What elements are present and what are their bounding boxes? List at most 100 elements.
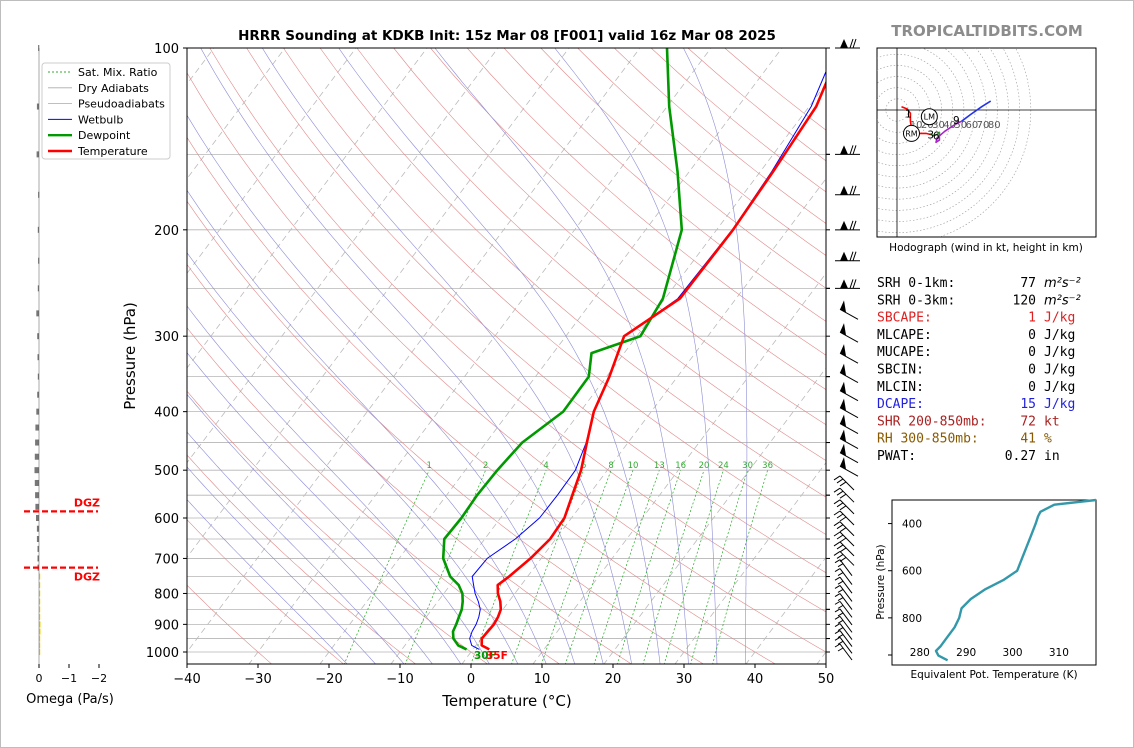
barb-feather	[836, 534, 844, 540]
omega-bar	[39, 598, 41, 605]
barb-staff	[839, 521, 855, 537]
wind-barb	[839, 443, 859, 464]
barb-feather	[837, 604, 844, 609]
mixing-ratio-line	[470, 470, 547, 664]
wind-barb	[839, 363, 859, 384]
dewpoint-line	[441, 48, 684, 651]
barb-flag	[840, 185, 848, 195]
barb-feather	[852, 145, 857, 155]
isotherm	[187, 48, 428, 369]
theta-e-panel: 280 290 300 310 400 600 800	[888, 498, 1097, 662]
barb-flag	[840, 251, 848, 261]
omega-bar	[37, 285, 39, 292]
theta-e-tick-label: 310	[1049, 647, 1069, 659]
wind-barb	[839, 323, 859, 343]
omega-panel: 0 −1 −2 DGZ DGZ	[24, 45, 107, 685]
pseudoadiabat	[187, 352, 462, 664]
dry-adiabat	[503, 48, 826, 322]
hodo-height-label: 9	[953, 115, 960, 127]
barb-feather	[839, 527, 847, 533]
storm-motion-marker	[920, 108, 938, 126]
hodograph-labels: 102030405060708012369RMLM	[902, 108, 1001, 143]
legend-entry: Dry Adiabats	[78, 82, 149, 95]
barb-staff	[839, 559, 853, 576]
barb-feather	[837, 589, 844, 593]
theta-e-y-tick-label: 600	[902, 566, 922, 578]
mixing-ratio-label: 8	[608, 461, 613, 471]
barb-feather	[837, 627, 844, 631]
index-label: MUCAPE:	[877, 345, 932, 360]
y-tick-label: 500	[154, 464, 179, 479]
index-value: 0	[1028, 345, 1036, 360]
barb-feather	[852, 251, 857, 261]
mixing-ratio-line	[564, 470, 634, 664]
wind-barb	[835, 220, 860, 231]
barb-flag	[840, 279, 848, 289]
dry-adiabat	[187, 454, 417, 664]
isotherm	[532, 272, 826, 664]
wind-barb	[834, 636, 853, 654]
hodo-ring-label: 10	[910, 120, 923, 131]
dry-adiabat	[466, 48, 826, 356]
pseudoadiabat	[683, 48, 748, 664]
index-label: PWAT:	[877, 449, 916, 464]
barb-flag	[840, 344, 846, 357]
pseudoadiabat	[187, 431, 405, 664]
wind-barb	[834, 643, 853, 661]
storm-motion-label: LM	[924, 113, 935, 122]
barb-feather	[839, 505, 847, 511]
barb-feather	[834, 636, 841, 641]
index-label: SRH 0-1km:	[877, 276, 955, 291]
omega-bar	[35, 503, 39, 510]
omega-bar	[35, 439, 39, 446]
x-tick-label: 40	[747, 672, 764, 687]
theta-e-y-tick-label: 800	[902, 613, 922, 625]
wind-barb	[833, 541, 855, 557]
wind-barb	[839, 429, 859, 449]
barb-feather	[833, 475, 841, 481]
dry-adiabat	[187, 519, 345, 664]
wind-barb	[834, 576, 853, 594]
mixing-ratio-line	[690, 470, 748, 664]
x-tick-label: 50	[818, 672, 835, 687]
hodo-ring-label: 40	[943, 120, 956, 131]
omega-bar	[39, 606, 41, 613]
index-label: SRH 0-3km:	[877, 293, 955, 308]
y-tick-label: 800	[154, 587, 179, 602]
omega-bar	[39, 628, 41, 635]
omega-bar	[34, 479, 39, 486]
dry-adiabat	[187, 136, 776, 664]
barb-feather	[837, 619, 844, 624]
omega-bar	[37, 373, 39, 380]
barb-feather	[839, 481, 847, 487]
wind-barb	[833, 510, 855, 526]
barb-flag	[840, 363, 846, 376]
isotherm	[187, 48, 357, 274]
wind-barb	[833, 521, 855, 537]
hodo-height-label: 3	[927, 130, 934, 142]
pseudoadiabat	[187, 305, 490, 664]
barb-feather	[839, 493, 847, 499]
hodo-height-label: 1	[905, 108, 912, 120]
y-tick-label: 300	[154, 330, 179, 345]
barb-staff	[839, 593, 853, 610]
barb-staff	[839, 331, 859, 343]
barb-feather	[837, 597, 844, 601]
omega-tick-label: 0	[36, 672, 43, 685]
omega-bar	[38, 257, 40, 264]
mixing-ratio-line	[343, 470, 430, 664]
dry-adiabat	[319, 48, 826, 498]
barb-feather	[837, 634, 844, 638]
wind-barb	[834, 585, 853, 602]
skewt-background-lines	[187, 48, 826, 664]
mixing-ratio-line	[663, 470, 724, 664]
barb-feather	[834, 576, 841, 581]
wind-barbs	[833, 38, 860, 661]
pseudoadiabat	[187, 466, 376, 664]
y-tick-label: 400	[154, 406, 179, 421]
barb-feather	[837, 612, 844, 617]
omega-bar	[37, 226, 39, 233]
barb-feather	[834, 615, 841, 620]
barb-staff	[839, 510, 855, 526]
index-unit: kt	[1044, 414, 1060, 429]
